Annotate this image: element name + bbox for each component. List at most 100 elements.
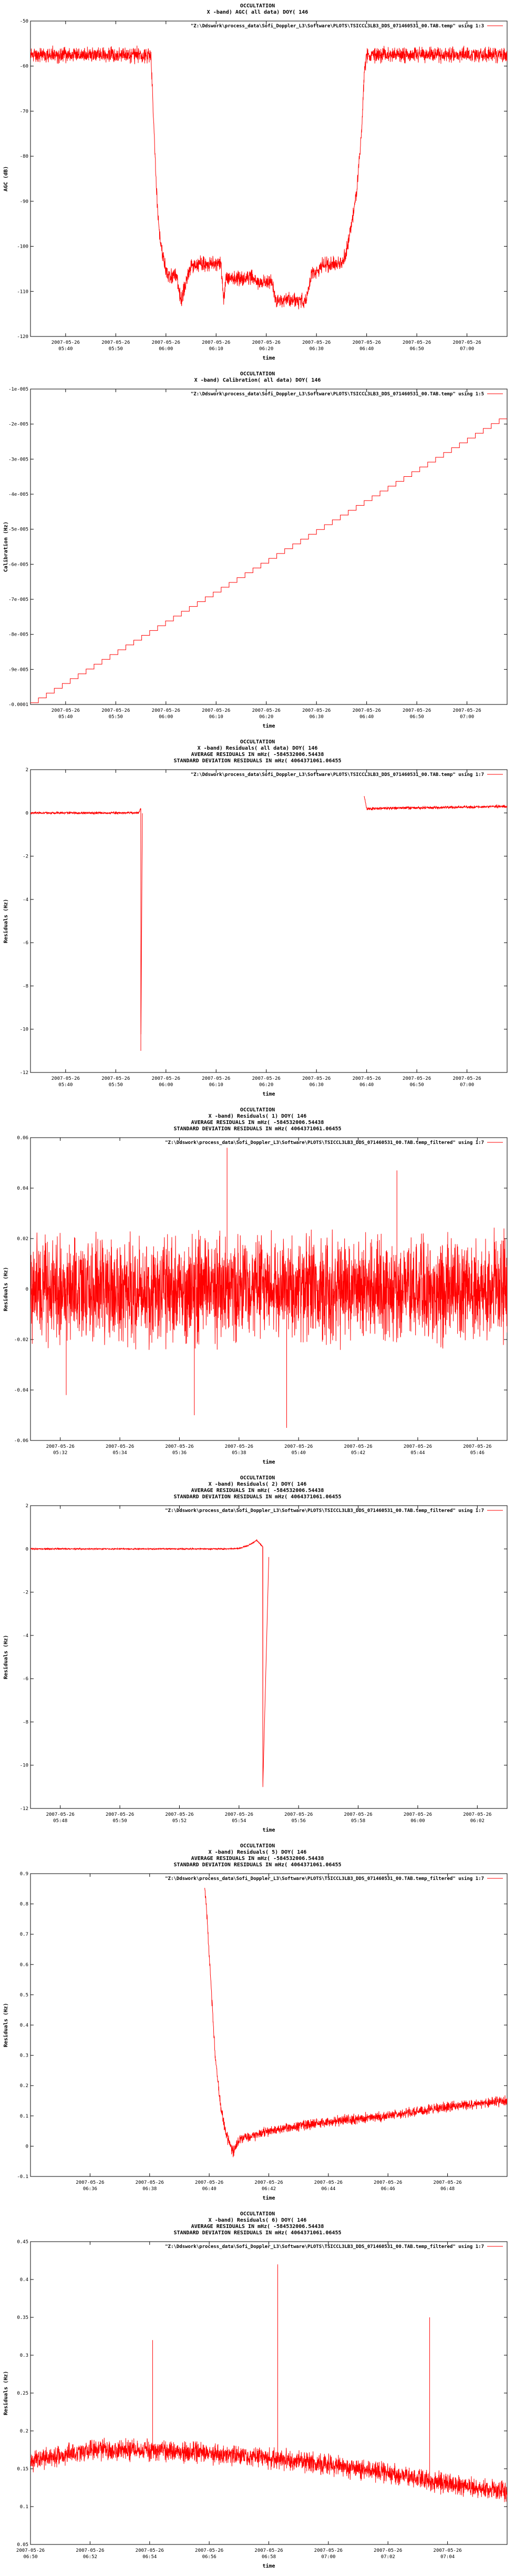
x-tick-label-time: 06:10 bbox=[209, 714, 223, 720]
legend-label: "Z:\Ddswork\process_data\Sofi_Doppler_L3… bbox=[165, 1876, 484, 1882]
x-tick-label-time: 06:46 bbox=[381, 2186, 395, 2192]
y-tick-label: 0.3 bbox=[20, 2053, 28, 2059]
x-tick-label-time: 06:30 bbox=[310, 1082, 324, 1088]
y-tick-label: -6e-005 bbox=[8, 562, 28, 567]
x-tick-label-date: 2007-05-26 bbox=[165, 1444, 193, 1449]
chart-panel-1: OCCULTATION X -band) AGC( all data) DOY( … bbox=[0, 0, 515, 368]
chart-panel-5: OCCULTATION X -band) Residuals( 2) DOY( 1… bbox=[0, 1472, 515, 1840]
x-tick-label-date: 2007-05-26 bbox=[353, 708, 381, 713]
y-tick-label: -120 bbox=[17, 334, 28, 340]
x-tick-label-time: 07:00 bbox=[460, 346, 474, 352]
x-tick-label-date: 2007-05-26 bbox=[252, 1076, 281, 1081]
x-tick-label-time: 05:52 bbox=[172, 1818, 187, 1824]
y-tick-label: -50 bbox=[20, 19, 28, 24]
y-tick-label: -2 bbox=[23, 1590, 28, 1596]
y-axis-label: AGC (dB) bbox=[3, 166, 9, 191]
y-tick-label: -0.06 bbox=[14, 1438, 28, 1444]
chart-title-line: OCCULTATION bbox=[240, 2211, 275, 2217]
x-tick-label-time: 05:50 bbox=[109, 1082, 123, 1088]
chart-title-line: AVERAGE RESIDUALS IN mHz( -584532006.544… bbox=[191, 752, 324, 758]
chart-title-line: STANDARD DEVIATION RESIDUALS IN mHz( 406… bbox=[173, 2230, 341, 2236]
x-tick-label-time: 05:34 bbox=[113, 1450, 127, 1456]
chart-title-line: X -band) AGC( all data) DOY( 146 bbox=[207, 9, 308, 15]
chart-title-line: AVERAGE RESIDUALS IN mHz( -584532006.544… bbox=[191, 1120, 324, 1126]
y-axis-label: Calibration (Hz) bbox=[3, 522, 9, 572]
chart-title-line: AVERAGE RESIDUALS IN mHz( -584532006.544… bbox=[191, 2224, 324, 2230]
y-tick-label: -100 bbox=[17, 244, 28, 250]
x-tick-label-time: 06:00 bbox=[159, 1082, 173, 1088]
y-tick-label: 0.3 bbox=[20, 2353, 28, 2358]
x-tick-label-date: 2007-05-26 bbox=[463, 1444, 491, 1449]
x-tick-label-date: 2007-05-26 bbox=[302, 1076, 331, 1081]
y-tick-label: 0.9 bbox=[20, 1872, 28, 1877]
legend-label: "Z:\Ddswork\process_data\Sofi_Doppler_L3… bbox=[165, 2244, 484, 2250]
x-tick-label-date: 2007-05-26 bbox=[52, 340, 80, 345]
x-tick-label-time: 05:50 bbox=[109, 714, 123, 720]
series-line-1 bbox=[30, 2264, 507, 2502]
y-tick-label: -0.02 bbox=[14, 1337, 28, 1343]
x-tick-label-date: 2007-05-26 bbox=[101, 708, 130, 713]
x-tick-label-time: 06:52 bbox=[83, 2554, 97, 2560]
y-tick-label: 0 bbox=[26, 811, 28, 816]
chart-panel-2: OCCULTATION X -band) Calibration( all dat… bbox=[0, 368, 515, 736]
x-tick-label-date: 2007-05-26 bbox=[106, 1812, 134, 1817]
x-tick-label-date: 2007-05-26 bbox=[302, 340, 331, 345]
x-tick-label-date: 2007-05-26 bbox=[374, 2180, 402, 2185]
x-tick-label-date: 2007-05-26 bbox=[76, 2180, 104, 2185]
x-tick-label-time: 06:48 bbox=[440, 2186, 455, 2192]
x-tick-label-time: 05:40 bbox=[58, 346, 73, 352]
x-tick-label-date: 2007-05-26 bbox=[76, 2548, 104, 2553]
x-tick-label-time: 05:54 bbox=[232, 1818, 246, 1824]
y-tick-label: -9e-005 bbox=[8, 667, 28, 672]
x-tick-label-time: 06:56 bbox=[202, 2554, 217, 2560]
x-tick-label-date: 2007-05-26 bbox=[403, 1076, 431, 1081]
y-axis-label: Residuals (Hz) bbox=[3, 2003, 9, 2047]
x-tick-label-date: 2007-05-26 bbox=[252, 708, 281, 713]
y-axis-label: Residuals (Hz) bbox=[3, 1635, 9, 1679]
chart-title-line: OCCULTATION bbox=[240, 1843, 275, 1849]
x-tick-label-time: 07:00 bbox=[321, 2554, 335, 2560]
x-tick-label-time: 06:40 bbox=[359, 714, 374, 720]
chart-title-line: X -band) Residuals( 2) DOY( 146 bbox=[209, 1481, 307, 1487]
x-tick-label-time: 05:56 bbox=[292, 1818, 306, 1824]
x-tick-label-date: 2007-05-26 bbox=[152, 708, 180, 713]
x-tick-label-date: 2007-05-26 bbox=[101, 340, 130, 345]
y-tick-label: 0 bbox=[26, 2144, 28, 2149]
legend-label: "Z:\Ddswork\process_data\Sofi_Doppler_L3… bbox=[191, 772, 484, 778]
chart-title-line: OCCULTATION bbox=[240, 1107, 275, 1113]
x-tick-label-date: 2007-05-26 bbox=[225, 1444, 253, 1449]
x-tick-label-date: 2007-05-26 bbox=[52, 1076, 80, 1081]
x-tick-label-time: 06:20 bbox=[259, 1082, 273, 1088]
x-tick-label-time: 06:20 bbox=[259, 346, 273, 352]
y-tick-label: 0.1 bbox=[20, 2114, 28, 2119]
x-tick-label-date: 2007-05-26 bbox=[46, 1444, 75, 1449]
y-tick-label: -6 bbox=[23, 1677, 28, 1682]
x-tick-label-date: 2007-05-26 bbox=[152, 1076, 180, 1081]
y-tick-label: -110 bbox=[17, 289, 28, 294]
x-axis-label: time bbox=[262, 723, 275, 729]
x-tick-label-time: 06:58 bbox=[262, 2554, 276, 2560]
x-tick-label-time: 06:36 bbox=[83, 2186, 97, 2192]
x-axis-label: time bbox=[262, 2195, 275, 2201]
chart-title-line: X -band) Residuals( 6) DOY( 146 bbox=[209, 2217, 307, 2223]
x-tick-label-time: 05:50 bbox=[113, 1818, 127, 1824]
y-tick-label: -4e-005 bbox=[8, 492, 28, 497]
x-tick-label-time: 05:46 bbox=[470, 1450, 485, 1456]
x-tick-label-date: 2007-05-26 bbox=[136, 2548, 164, 2553]
y-tick-label: -4 bbox=[23, 897, 28, 903]
x-tick-label-time: 07:02 bbox=[381, 2554, 395, 2560]
x-tick-label-date: 2007-05-26 bbox=[314, 2180, 343, 2185]
x-axis-label: time bbox=[262, 1091, 275, 1097]
x-tick-label-time: 07:00 bbox=[460, 1082, 474, 1088]
x-tick-label-time: 06:00 bbox=[410, 1818, 425, 1824]
x-tick-label-time: 05:40 bbox=[58, 714, 73, 720]
x-tick-label-date: 2007-05-26 bbox=[202, 340, 230, 345]
x-tick-label-time: 05:40 bbox=[58, 1082, 73, 1088]
y-tick-label: -4 bbox=[23, 1633, 28, 1639]
series-line-2 bbox=[364, 796, 507, 811]
x-tick-label-time: 06:54 bbox=[142, 2554, 157, 2560]
x-axis-label: time bbox=[262, 1827, 275, 1833]
chart-panel-4: OCCULTATION X -band) Residuals( 1) DOY( 1… bbox=[0, 1104, 515, 1472]
chart-panel-3: OCCULTATION X -band) Residuals( all data)… bbox=[0, 736, 515, 1104]
x-tick-label-date: 2007-05-26 bbox=[46, 1812, 75, 1817]
